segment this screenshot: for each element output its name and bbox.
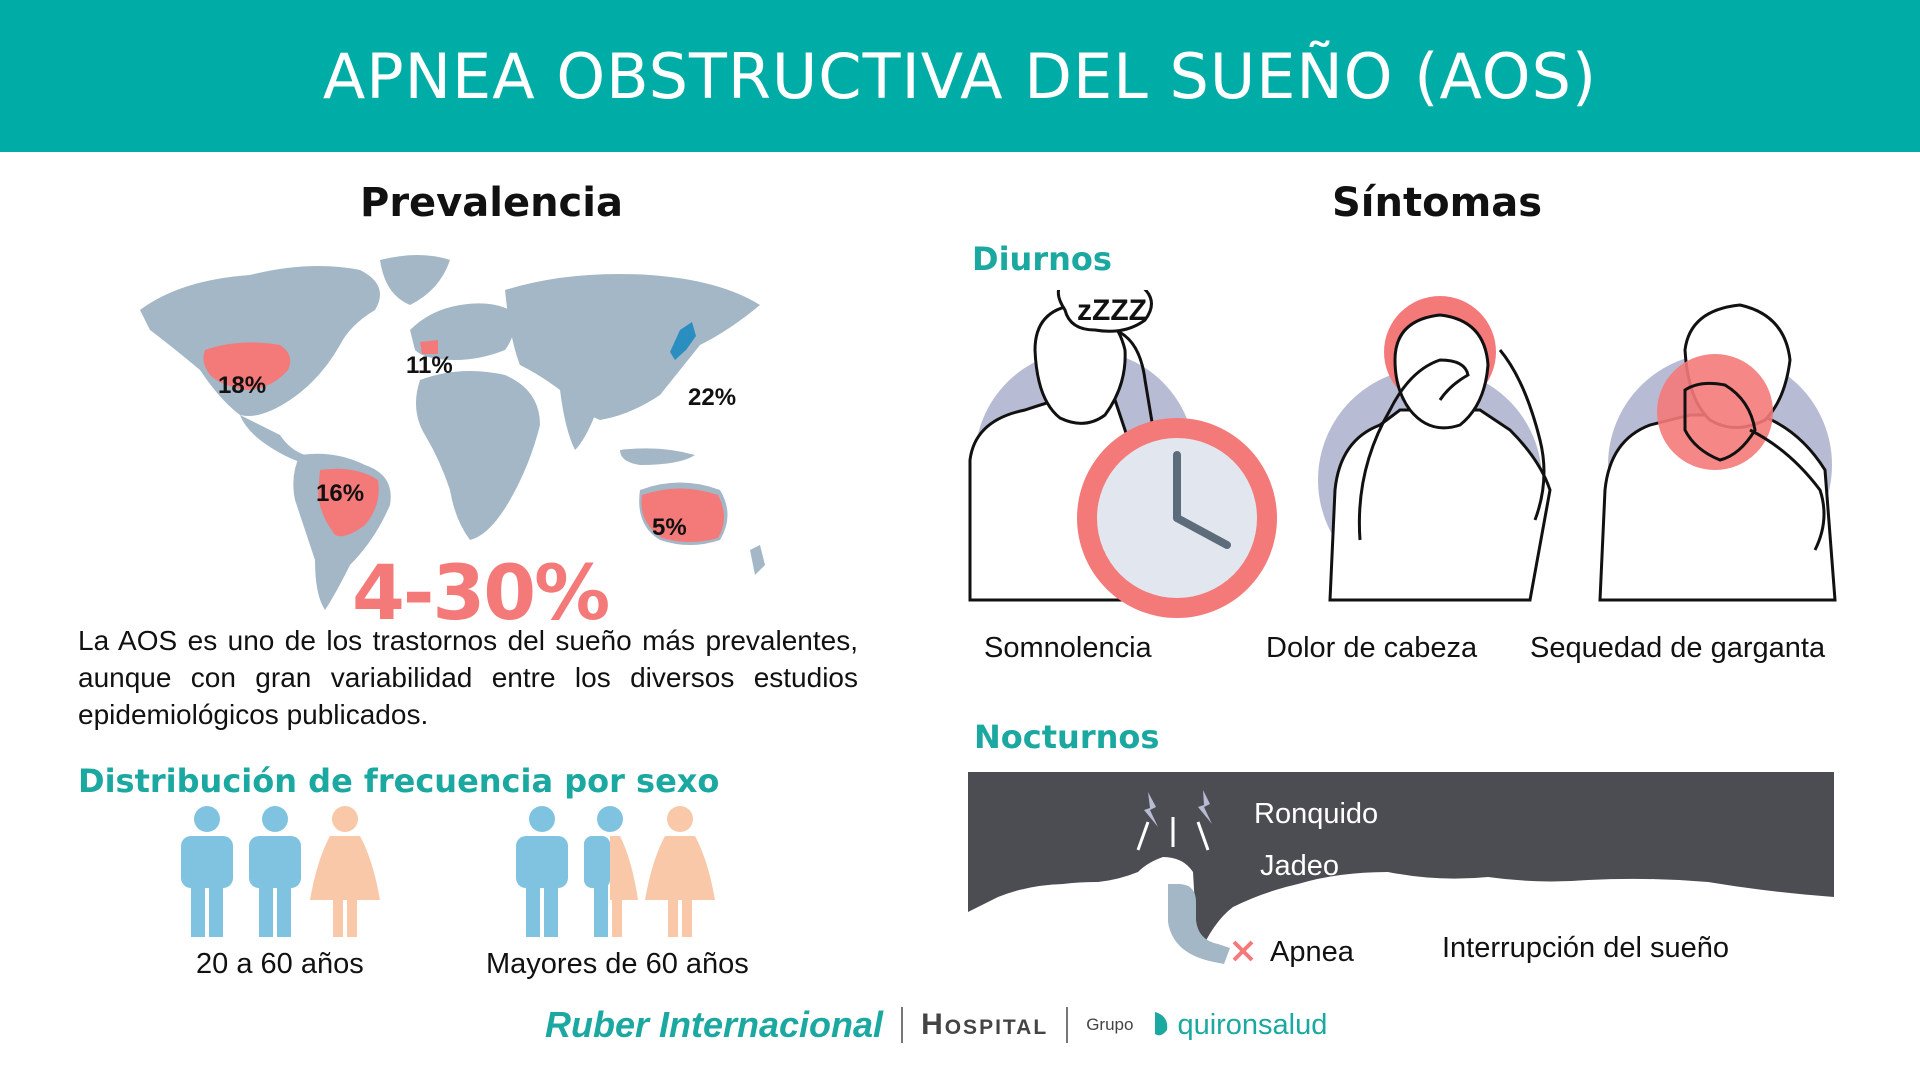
quiron-leaf-icon — [1155, 1012, 1168, 1036]
map-brazil-highlight — [318, 468, 379, 537]
night-label-interrupcion: Interrupción del sueño — [1442, 932, 1729, 964]
quironsalud-logo: quironsalud — [1151, 1009, 1327, 1042]
night-label-ronquido: Ronquido — [1254, 798, 1379, 830]
snore-lines-icon — [1136, 817, 1210, 851]
map-indonesia — [620, 448, 695, 465]
group-60-plus-icons — [516, 806, 715, 937]
pct-usa: 18% — [218, 372, 267, 399]
world-map — [140, 255, 765, 610]
map-central-america — [240, 415, 305, 462]
lightning-icon — [1198, 790, 1212, 824]
female-icon — [310, 806, 380, 937]
male-icon — [249, 806, 301, 937]
map-india — [560, 390, 595, 450]
night-sleep-graphic — [968, 772, 1834, 964]
map-japan-highlight — [670, 322, 696, 360]
nighttime-title: Nocturnos — [974, 718, 1160, 756]
prevalence-description: La AOS es uno de los trastornos del sueñ… — [78, 625, 858, 730]
ruber-logo: Ruber Internacional — [545, 1004, 884, 1045]
daytime-title: Diurnos — [972, 240, 1112, 278]
hospital-logo: Hospital — [921, 1008, 1049, 1041]
night-label-jadeo: Jadeo — [1260, 850, 1340, 882]
page-title: APNEA OBSTRUCTIVA DEL SUEÑO (AOS) — [322, 39, 1598, 113]
apnea-x-icon — [1232, 940, 1254, 962]
header-banner: APNEA OBSTRUCTIVA DEL SUEÑO (AOS) — [0, 0, 1920, 152]
grupo-text: Grupo — [1086, 1015, 1134, 1034]
sleep-zzz-text: zZZZ — [1077, 294, 1147, 327]
map-new-zealand — [750, 545, 765, 575]
lightning-icon — [1144, 792, 1158, 827]
map-spain-highlight — [420, 340, 438, 354]
group-20-60-icons — [181, 806, 380, 937]
sex-distribution-title: Distribución de frecuencia por sexo — [78, 762, 720, 800]
prevalence-title: Prevalencia — [360, 180, 623, 226]
male-icon — [181, 806, 233, 937]
headache-icon — [1318, 296, 1552, 602]
map-australia-highlight — [641, 488, 724, 542]
group-20-60-label: 20 a 60 años — [196, 948, 364, 980]
footer-logos: Ruber Internacional Hospital Grupo quiro… — [545, 1000, 1327, 1050]
sleepy-clock-icon: zZZZ — [968, 290, 1277, 618]
footer-divider — [901, 1007, 904, 1043]
prevalence-range: 4-30% — [352, 548, 610, 637]
female-icon — [645, 806, 715, 937]
map-north-america — [140, 266, 380, 416]
pct-australia: 5% — [652, 514, 687, 541]
map-africa — [416, 371, 540, 540]
quironsalud-text: quironsalud — [1177, 1008, 1328, 1041]
map-asia — [505, 274, 760, 420]
symptom-label-sequedad-garganta: Sequedad de garganta — [1530, 632, 1826, 664]
pct-brazil: 16% — [316, 480, 365, 507]
half-male-female-icon — [584, 806, 638, 937]
symptom-label-dolor-cabeza: Dolor de cabeza — [1266, 632, 1478, 664]
night-label-apnea: Apnea — [1270, 936, 1354, 968]
symptoms-title: Síntomas — [1332, 180, 1543, 226]
symptom-label-somnolencia: Somnolencia — [984, 632, 1152, 664]
pct-japan: 22% — [688, 384, 737, 411]
footer-divider — [1066, 1007, 1069, 1043]
map-greenland — [380, 255, 450, 305]
map-usa-highlight — [203, 342, 291, 390]
sore-throat-icon — [1598, 303, 1837, 602]
male-icon — [516, 806, 568, 937]
group-60-plus-label: Mayores de 60 años — [486, 948, 749, 980]
pct-spain: 11% — [406, 352, 453, 379]
